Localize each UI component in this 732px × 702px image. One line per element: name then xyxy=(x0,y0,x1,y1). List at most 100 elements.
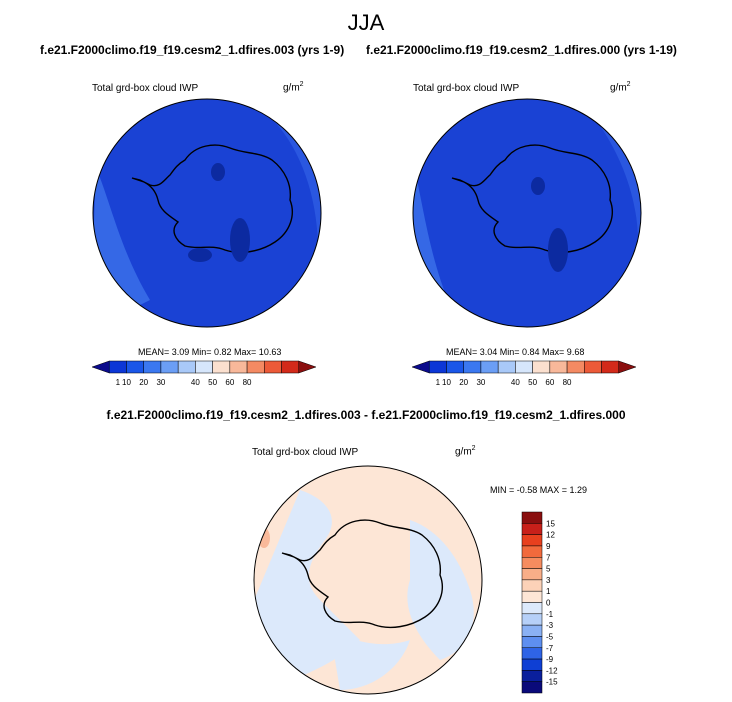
diff-colorbar-swatch xyxy=(521,557,543,569)
colorbar-swatch xyxy=(108,360,127,374)
colorbar-swatch xyxy=(532,360,551,374)
colorbar-tick-label: 50 xyxy=(208,378,217,387)
colorbar-swatch xyxy=(584,360,602,374)
diff-colorbar-tick-label: 1 xyxy=(546,587,551,596)
colorbar-tick-label: 20 xyxy=(459,378,468,387)
diff-colorbar-swatch xyxy=(521,658,543,671)
ctrl-low-patch-1 xyxy=(531,177,545,195)
diff-colorbar-tick-label: -3 xyxy=(546,621,554,630)
diff-colorbar-swatch xyxy=(521,613,543,626)
ctrl-ocean-field xyxy=(413,99,641,327)
test-low-patch-3 xyxy=(188,248,212,262)
colorbar-tick-label: 1 xyxy=(116,378,121,387)
colorbar-tick-label: 40 xyxy=(511,378,520,387)
colorbar-swatch xyxy=(411,360,430,374)
colorbar-swatch xyxy=(549,360,568,374)
diff-negative-area-2 xyxy=(407,520,474,660)
colorbar-tick-label: 20 xyxy=(139,378,148,387)
colorbar-swatch xyxy=(446,360,464,374)
ctrl-stats: MEAN= 3.04 Min= 0.84 Max= 9.68 xyxy=(446,347,585,357)
diff-colorbar-swatch xyxy=(521,636,543,648)
test-colorbar: 1 10 20 30 40 50 60 80 xyxy=(91,360,317,387)
test-stats: MEAN= 3.09 Min= 0.82 Max= 10.63 xyxy=(138,347,282,357)
ctrl-case-title: f.e21.F2000climo.f19_f19.cesm2_1.dfires.… xyxy=(366,43,677,57)
colorbar-swatch xyxy=(229,360,248,374)
colorbar-swatch xyxy=(497,360,516,374)
test-case-title: f.e21.F2000climo.f19_f19.cesm2_1.dfires.… xyxy=(40,43,345,57)
colorbar-swatch xyxy=(515,360,533,374)
colorbar-swatch xyxy=(601,360,620,374)
colorbar-swatch xyxy=(160,360,179,374)
colorbar-swatch xyxy=(463,360,482,374)
ctrl-map xyxy=(412,98,642,328)
diff-colorbar-swatch xyxy=(521,579,543,592)
colorbar-tick-label: 60 xyxy=(225,378,234,387)
diff-negative-area-3 xyxy=(330,630,410,690)
diff-colorbar-swatch xyxy=(521,545,543,558)
colorbar-tick-label: 50 xyxy=(528,378,537,387)
diff-colorbar-swatch xyxy=(521,624,543,637)
diff-colorbar-swatch xyxy=(521,568,543,581)
colorbar-swatch xyxy=(281,360,300,374)
diff-units-label: g/m2 xyxy=(455,445,476,458)
diff-colorbar-tick-label: -12 xyxy=(546,666,558,675)
colorbar-tick-label: 30 xyxy=(476,378,485,387)
diff-map xyxy=(253,465,483,695)
colorbar-swatch xyxy=(143,360,162,374)
diff-stats: MIN = -0.58 MAX = 1.29 xyxy=(490,485,588,495)
diff-colorbar-tick-label: 12 xyxy=(546,531,555,540)
diff-colorbar-tick-label: 5 xyxy=(546,565,551,574)
diff-colorbar-swatch xyxy=(521,534,543,547)
colorbar-swatch xyxy=(264,360,282,374)
season-title: JJA xyxy=(347,10,385,35)
diff-colorbar-tick-label: -5 xyxy=(546,632,554,641)
colorbar-tick-label: 30 xyxy=(156,378,165,387)
diff-colorbar-swatch xyxy=(521,670,543,682)
diff-colorbar-tick-label: 15 xyxy=(546,519,555,528)
colorbar-swatch xyxy=(91,360,110,374)
colorbar-swatch xyxy=(246,360,265,374)
test-variable-label: Total grd-box cloud IWP xyxy=(92,83,199,94)
colorbar-tick-label: 10 xyxy=(122,378,131,387)
diff-colorbar-tick-label: -7 xyxy=(546,644,554,653)
ctrl-low-patch-2 xyxy=(548,228,568,272)
colorbar-swatch xyxy=(618,360,637,374)
test-map xyxy=(92,98,322,328)
test-low-patch-2 xyxy=(230,218,250,262)
colorbar-tick-label: 80 xyxy=(243,378,252,387)
test-low-patch-1 xyxy=(211,163,225,181)
colorbar-swatch xyxy=(480,360,499,374)
test-ocean-field xyxy=(93,99,321,327)
diff-variable-label: Total grd-box cloud IWP xyxy=(252,447,359,458)
diff-colorbar-swatch xyxy=(521,647,543,660)
diff-colorbar-tick-label: 3 xyxy=(546,576,551,585)
colorbar-tick-label: 1 xyxy=(436,378,441,387)
test-units-label: g/m2 xyxy=(283,81,304,94)
colorbar-swatch xyxy=(177,360,196,374)
colorbar-swatch xyxy=(566,360,585,374)
ctrl-colorbar: 1 10 20 30 40 50 60 80 xyxy=(411,360,637,387)
colorbar-tick-label: 40 xyxy=(191,378,200,387)
diff-colorbar-tick-label: 9 xyxy=(546,542,551,551)
colorbar-swatch xyxy=(126,360,144,374)
diff-colorbar-swatch xyxy=(521,681,543,694)
ctrl-units-label: g/m2 xyxy=(610,81,631,94)
diff-colorbar: 15 12 9 7 5 3 1 0 -1 -3 -5 -7 -9 -12 -15 xyxy=(521,511,558,694)
colorbar-tick-label: 60 xyxy=(545,378,554,387)
diff-colorbar-swatch xyxy=(521,590,543,603)
diff-colorbar-tick-label: -15 xyxy=(546,678,558,687)
colorbar-swatch xyxy=(428,360,447,374)
colorbar-tick-label: 80 xyxy=(563,378,572,387)
diff-colorbar-tick-label: 0 xyxy=(546,599,551,608)
diff-colorbar-tick-label: 7 xyxy=(546,553,551,562)
colorbar-swatch xyxy=(298,360,317,374)
diff-colorbar-tick-label: -9 xyxy=(546,655,554,664)
diff-title: f.e21.F2000climo.f19_f19.cesm2_1.dfires.… xyxy=(106,408,626,422)
diff-colorbar-tick-label: -1 xyxy=(546,610,554,619)
diff-colorbar-swatch xyxy=(521,523,543,535)
diff-colorbar-swatch xyxy=(521,602,543,615)
colorbar-tick-label: 10 xyxy=(442,378,451,387)
colorbar-swatch xyxy=(195,360,213,374)
diff-colorbar-swatch xyxy=(521,511,543,524)
